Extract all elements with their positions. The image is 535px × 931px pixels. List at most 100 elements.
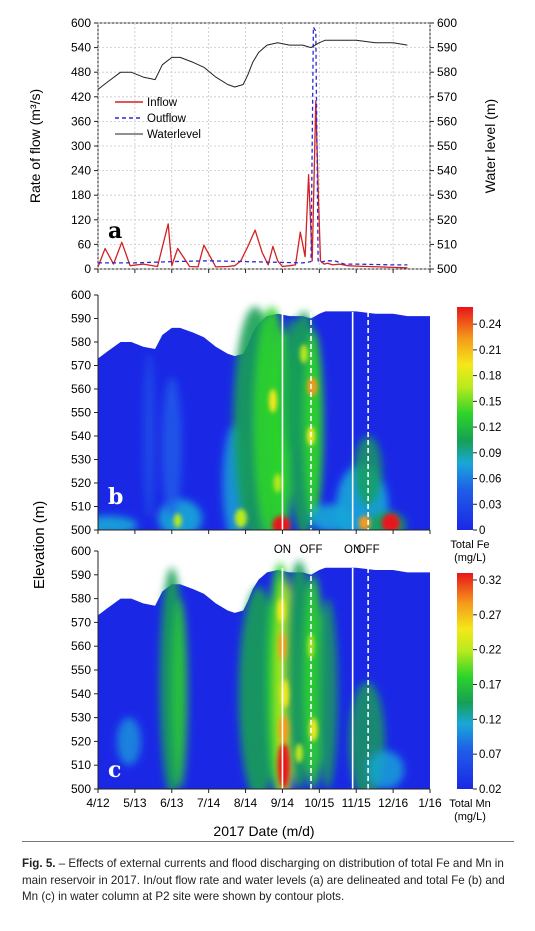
caption-separator — [22, 841, 514, 842]
colorbar-tick-label: 0.12 — [479, 422, 501, 434]
series-outflow-line — [98, 26, 408, 266]
elevation-tick-label: 540 — [71, 687, 91, 701]
panel-c-concentration-field — [116, 560, 404, 789]
panel-a-right-tick-label: 600 — [437, 16, 457, 30]
elevation-tick-label: 550 — [71, 406, 91, 420]
panel-c-colorbar-ticks: 0.02 0.07 0.12 0.17 0.22 0.27 0.32 — [473, 575, 501, 796]
panel-a-left-tick-label: 120 — [71, 213, 91, 227]
caption-label: Fig. 5. — [22, 857, 56, 870]
elevation-tick-label: 590 — [71, 312, 91, 326]
event-label-on: ON — [274, 544, 291, 556]
figure-caption: Fig. 5. – Effects of external currents a… — [22, 856, 518, 906]
panel-a-label: a — [108, 218, 122, 244]
elevation-tick-label: 580 — [71, 335, 91, 349]
elevation-tick-label: 560 — [71, 639, 91, 653]
colorbar-tick-label: 0.18 — [479, 371, 501, 383]
caption-text: – Effects of external currents and flood… — [22, 857, 505, 903]
elevation-tick-label: 570 — [71, 615, 91, 629]
legend-outflow-label: Outflow — [147, 113, 187, 125]
legend-inflow-label: Inflow — [147, 97, 178, 109]
contour-region — [317, 598, 338, 789]
panel-a-right-tick-label: 580 — [437, 65, 457, 79]
elevation-tick-label: 530 — [71, 453, 91, 467]
panel-a-legend: Inflow Outflow Waterlevel — [115, 97, 201, 141]
contour-region — [272, 515, 291, 530]
elevation-tick-label: 580 — [71, 592, 91, 606]
elevation-tick-label: 510 — [71, 500, 91, 514]
colorbar-tick-label: 0.03 — [479, 499, 501, 511]
panel-b-label: b — [108, 484, 123, 510]
panel-a-right-tick-label: 500 — [437, 262, 457, 276]
colorbar-tick-label: 0.27 — [479, 610, 501, 622]
elevation-tick-label: 570 — [71, 359, 91, 373]
panel-a-right-axis-label: Water level (m) — [482, 99, 498, 193]
event-label-off: OFF — [357, 544, 380, 556]
contour-region — [303, 574, 324, 789]
panel-a-right-tick-label: 590 — [437, 41, 457, 55]
date-tick-label: 9/14 — [271, 796, 295, 810]
panel-a-left-tick-label: 240 — [71, 164, 91, 178]
contour-region — [234, 508, 247, 528]
contour-region — [282, 318, 302, 460]
contour-region — [295, 743, 304, 763]
date-tick-label: 5/13 — [123, 796, 147, 810]
contour-region — [358, 515, 371, 530]
contour-region — [299, 344, 308, 364]
figure-canvas: 0 60 120 180 240 300 360 420 480 540 600 500 510 520… — [27, 16, 502, 839]
colorbar-tick-label: 0.06 — [479, 474, 501, 486]
panel-a-right-tick-label: 560 — [437, 114, 457, 128]
contour-region — [308, 634, 314, 659]
contour-region — [273, 473, 282, 493]
colorbar-tick-label: 0.24 — [479, 319, 502, 331]
panel-b-event-lines — [281, 312, 369, 530]
panel-a-left-tick-label: 420 — [71, 90, 91, 104]
panel-a-flow-chart: 0 60 120 180 240 300 360 420 480 540 600 500 510 520… — [27, 16, 498, 276]
contour-region — [116, 717, 141, 766]
panel-a-right-tick-label: 530 — [437, 188, 457, 202]
elevation-tick-label: 500 — [71, 782, 91, 796]
panel-a-left-tick-label: 540 — [71, 41, 91, 55]
elevation-tick-label: 500 — [71, 523, 91, 537]
date-tick-label: 7/14 — [197, 796, 221, 810]
colorbar-tick-label: 0.22 — [479, 645, 501, 657]
panel-a-left-tick-label: 60 — [78, 237, 92, 251]
contour-region — [277, 741, 290, 789]
date-tick-label: 1/16 — [418, 796, 442, 810]
panel-b-colorbar-units: (mg/L) — [454, 552, 486, 564]
panel-b-colorbar-title: Total Fe — [450, 539, 489, 551]
contour-region — [98, 515, 138, 530]
elevation-tick-label: 590 — [71, 568, 91, 582]
panel-a-left-axis-label: Rate of flow (m³/s) — [27, 89, 43, 203]
panel-c-x-ticks: 4/12 5/13 6/13 7/14 8/14 9/14 10/15 11/15 12/16 1… — [86, 789, 442, 810]
elevation-axis-label: Elevation (m) — [31, 501, 48, 589]
event-label-off: OFF — [300, 544, 323, 556]
panel-b-colorbar — [457, 307, 473, 530]
panel-a-right-ticks: 500 510 520 530 540 550 560 570 580 590 600 — [430, 16, 457, 276]
contour-region — [161, 377, 182, 519]
event-label-on: ON — [344, 544, 361, 556]
panel-a-left-tick-label: 180 — [71, 188, 91, 202]
panel-b-colorbar-ticks: 0 0.03 0.06 0.09 0.12 0.15 0.18 0.21 0.24 — [473, 319, 502, 537]
date-tick-label: 12/16 — [378, 796, 408, 810]
contour-region — [277, 598, 286, 623]
panel-b-left-ticks: 500 510 520 530 540 550 560 570 580 590 600 — [71, 288, 98, 537]
elevation-tick-label: 550 — [71, 663, 91, 677]
panel-a-left-ticks: 0 60 120 180 240 300 360 420 480 540 600 — [71, 16, 98, 276]
panel-a-right-tick-label: 540 — [437, 164, 457, 178]
panel-a-left-tick-label: 300 — [71, 139, 91, 153]
date-tick-label: 10/15 — [304, 796, 334, 810]
date-tick-label: 6/13 — [160, 796, 184, 810]
panel-a-left-tick-label: 600 — [71, 16, 91, 30]
elevation-tick-label: 520 — [71, 476, 91, 490]
contour-region — [172, 598, 189, 789]
panel-a-x-ticks — [97, 269, 431, 273]
panel-b-hotspots — [173, 344, 400, 530]
panel-a-right-tick-label: 520 — [437, 213, 457, 227]
contour-region — [368, 751, 404, 789]
series-waterlevel-line — [97, 39, 408, 90]
contour-region — [311, 504, 352, 530]
date-tick-label: 4/12 — [86, 796, 110, 810]
contour-region — [307, 377, 318, 396]
